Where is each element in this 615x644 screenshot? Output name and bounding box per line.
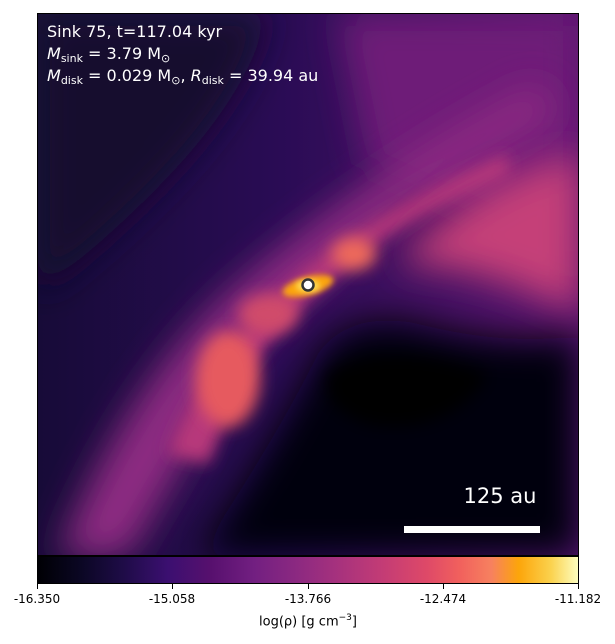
colorbar-tick-label: -15.058	[148, 592, 196, 606]
colorbar-label-end: ]	[351, 614, 357, 630]
mdisk-unit: ⊙	[171, 74, 181, 87]
scale-bar	[404, 526, 540, 533]
msink-value: = 3.79 M	[82, 44, 162, 63]
mdisk-sub: disk	[60, 74, 83, 87]
colorbar-label-main: log(ρ) [g cm	[259, 614, 339, 630]
mdisk-symbol: M	[47, 66, 61, 85]
colorbar-tick-label: -16.350	[13, 592, 61, 606]
colorbar-tick	[172, 584, 173, 589]
colorbar-label: log(ρ) [g cm−3]	[259, 613, 357, 629]
msink-sub: sink	[60, 52, 83, 65]
rdisk-symbol: R	[190, 66, 202, 85]
density-map: Sink 75, t=117.04 kyr Msink = 3.79 M⊙ Md…	[37, 13, 579, 556]
mdisk-value: = 0.029 M	[82, 66, 172, 85]
colorbar-tick-label: -13.766	[284, 592, 332, 606]
colorbar-tick-label: -12.474	[419, 592, 467, 606]
density-map-image	[38, 14, 578, 555]
separator: ,	[180, 66, 191, 85]
colorbar-tick	[578, 584, 579, 589]
sink-marker	[301, 278, 315, 292]
msink-unit: ⊙	[161, 52, 171, 65]
colorbar-tick	[37, 584, 38, 589]
disk-info-line: Mdisk = 0.029 M⊙, Rdisk = 39.94 au	[47, 66, 318, 86]
colorbar-tick	[308, 584, 309, 589]
rdisk-sub: disk	[201, 74, 224, 87]
sink-mass-line: Msink = 3.79 M⊙	[47, 44, 170, 64]
colorbar-tick-label: -11.182	[554, 592, 602, 606]
colorbar	[37, 556, 579, 584]
msink-symbol: M	[47, 44, 61, 63]
colorbar-tick	[443, 584, 444, 589]
scale-bar-label: 125 au	[463, 484, 537, 508]
sink-info-line: Sink 75, t=117.04 kyr	[47, 22, 223, 41]
colorbar-label-exp: −3	[338, 613, 352, 623]
rdisk-value: = 39.94 au	[223, 66, 319, 85]
